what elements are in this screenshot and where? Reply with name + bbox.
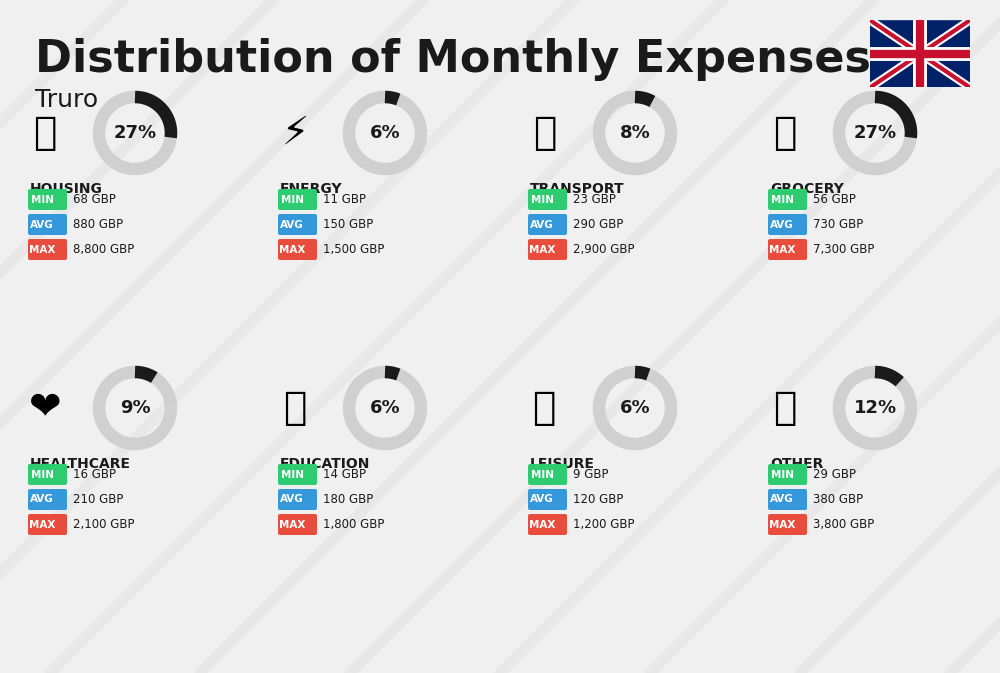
Text: 🛒: 🛒 (773, 114, 797, 152)
Text: AVG: AVG (280, 219, 304, 229)
FancyBboxPatch shape (528, 464, 567, 485)
Text: MIN: MIN (771, 470, 794, 479)
Text: 29 GBP: 29 GBP (813, 468, 856, 481)
Text: 120 GBP: 120 GBP (573, 493, 623, 506)
Text: EDUCATION: EDUCATION (280, 457, 370, 471)
FancyBboxPatch shape (278, 514, 317, 535)
FancyBboxPatch shape (28, 239, 67, 260)
Text: 2,100 GBP: 2,100 GBP (73, 518, 134, 531)
Text: 3,800 GBP: 3,800 GBP (813, 518, 874, 531)
FancyBboxPatch shape (278, 464, 317, 485)
Text: MIN: MIN (31, 470, 54, 479)
FancyBboxPatch shape (28, 489, 67, 510)
Text: MAX: MAX (529, 244, 555, 254)
Text: MAX: MAX (279, 520, 305, 530)
Text: 880 GBP: 880 GBP (73, 218, 123, 231)
Text: 11 GBP: 11 GBP (323, 193, 366, 206)
Text: 🚌: 🚌 (533, 114, 557, 152)
Text: 1,500 GBP: 1,500 GBP (323, 243, 384, 256)
FancyBboxPatch shape (28, 514, 67, 535)
Text: HOUSING: HOUSING (30, 182, 103, 196)
Text: MIN: MIN (531, 194, 554, 205)
Text: AVG: AVG (30, 495, 54, 505)
Text: 180 GBP: 180 GBP (323, 493, 373, 506)
Text: MAX: MAX (769, 244, 795, 254)
Text: AVG: AVG (770, 219, 794, 229)
Text: 6%: 6% (370, 124, 400, 142)
Text: 8%: 8% (620, 124, 650, 142)
Text: OTHER: OTHER (770, 457, 823, 471)
FancyBboxPatch shape (528, 189, 567, 210)
FancyBboxPatch shape (278, 189, 317, 210)
Text: 6%: 6% (620, 399, 650, 417)
Text: MIN: MIN (31, 194, 54, 205)
FancyBboxPatch shape (28, 464, 67, 485)
FancyBboxPatch shape (768, 464, 807, 485)
FancyBboxPatch shape (768, 239, 807, 260)
Text: 💰: 💰 (773, 389, 797, 427)
Text: 730 GBP: 730 GBP (813, 218, 863, 231)
Text: ENERGY: ENERGY (280, 182, 343, 196)
Text: 290 GBP: 290 GBP (573, 218, 623, 231)
Text: MIN: MIN (771, 194, 794, 205)
Text: ❤️: ❤️ (29, 389, 61, 427)
FancyBboxPatch shape (768, 489, 807, 510)
Text: 7,300 GBP: 7,300 GBP (813, 243, 874, 256)
Text: MIN: MIN (281, 194, 304, 205)
Text: TRANSPORT: TRANSPORT (530, 182, 625, 196)
FancyBboxPatch shape (528, 514, 567, 535)
FancyBboxPatch shape (768, 514, 807, 535)
Text: AVG: AVG (770, 495, 794, 505)
Text: 🛍️: 🛍️ (533, 389, 557, 427)
Text: 1,800 GBP: 1,800 GBP (323, 518, 384, 531)
Text: Distribution of Monthly Expenses: Distribution of Monthly Expenses (35, 38, 871, 81)
Text: HEALTHCARE: HEALTHCARE (30, 457, 131, 471)
Text: MAX: MAX (29, 244, 55, 254)
Text: ⚡: ⚡ (281, 114, 309, 152)
Text: 23 GBP: 23 GBP (573, 193, 616, 206)
Text: 8,800 GBP: 8,800 GBP (73, 243, 134, 256)
FancyBboxPatch shape (278, 489, 317, 510)
Text: 9%: 9% (120, 399, 150, 417)
Text: LEISURE: LEISURE (530, 457, 595, 471)
Text: 2,900 GBP: 2,900 GBP (573, 243, 635, 256)
Text: MAX: MAX (769, 520, 795, 530)
Text: 27%: 27% (853, 124, 897, 142)
FancyBboxPatch shape (278, 214, 317, 235)
Text: 6%: 6% (370, 399, 400, 417)
Text: GROCERY: GROCERY (770, 182, 844, 196)
Text: MIN: MIN (281, 470, 304, 479)
Text: 14 GBP: 14 GBP (323, 468, 366, 481)
FancyBboxPatch shape (528, 239, 567, 260)
Text: 🎓: 🎓 (283, 389, 307, 427)
Text: MIN: MIN (531, 470, 554, 479)
FancyBboxPatch shape (528, 214, 567, 235)
Text: 🏢: 🏢 (33, 114, 57, 152)
FancyBboxPatch shape (28, 214, 67, 235)
Text: MAX: MAX (529, 520, 555, 530)
FancyBboxPatch shape (768, 214, 807, 235)
Text: AVG: AVG (530, 219, 554, 229)
Text: 210 GBP: 210 GBP (73, 493, 123, 506)
Text: 27%: 27% (113, 124, 157, 142)
Text: MAX: MAX (29, 520, 55, 530)
Text: 9 GBP: 9 GBP (573, 468, 608, 481)
Text: 12%: 12% (853, 399, 897, 417)
FancyBboxPatch shape (28, 189, 67, 210)
Text: 16 GBP: 16 GBP (73, 468, 116, 481)
FancyBboxPatch shape (528, 489, 567, 510)
Text: 380 GBP: 380 GBP (813, 493, 863, 506)
FancyBboxPatch shape (768, 189, 807, 210)
Text: 68 GBP: 68 GBP (73, 193, 116, 206)
FancyBboxPatch shape (870, 20, 970, 87)
Text: MAX: MAX (279, 244, 305, 254)
FancyBboxPatch shape (278, 239, 317, 260)
Text: AVG: AVG (530, 495, 554, 505)
Text: 150 GBP: 150 GBP (323, 218, 373, 231)
Text: 56 GBP: 56 GBP (813, 193, 856, 206)
Text: AVG: AVG (30, 219, 54, 229)
Text: AVG: AVG (280, 495, 304, 505)
Text: 1,200 GBP: 1,200 GBP (573, 518, 635, 531)
Text: Truro: Truro (35, 88, 98, 112)
